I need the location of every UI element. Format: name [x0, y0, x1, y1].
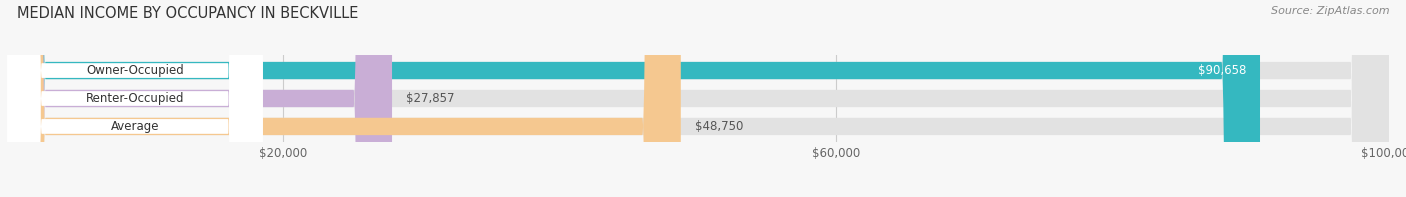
FancyBboxPatch shape — [7, 0, 1260, 197]
Text: $48,750: $48,750 — [695, 120, 742, 133]
FancyBboxPatch shape — [7, 0, 263, 197]
FancyBboxPatch shape — [7, 0, 681, 197]
FancyBboxPatch shape — [7, 0, 1389, 197]
Text: Renter-Occupied: Renter-Occupied — [86, 92, 184, 105]
Text: $90,658: $90,658 — [1198, 64, 1246, 77]
FancyBboxPatch shape — [7, 0, 1389, 197]
FancyBboxPatch shape — [7, 0, 1389, 197]
Text: Source: ZipAtlas.com: Source: ZipAtlas.com — [1271, 6, 1389, 16]
FancyBboxPatch shape — [7, 0, 263, 197]
Text: MEDIAN INCOME BY OCCUPANCY IN BECKVILLE: MEDIAN INCOME BY OCCUPANCY IN BECKVILLE — [17, 6, 359, 21]
Text: $27,857: $27,857 — [406, 92, 454, 105]
Text: Owner-Occupied: Owner-Occupied — [86, 64, 184, 77]
FancyBboxPatch shape — [7, 0, 392, 197]
Text: Average: Average — [111, 120, 159, 133]
FancyBboxPatch shape — [7, 0, 263, 197]
